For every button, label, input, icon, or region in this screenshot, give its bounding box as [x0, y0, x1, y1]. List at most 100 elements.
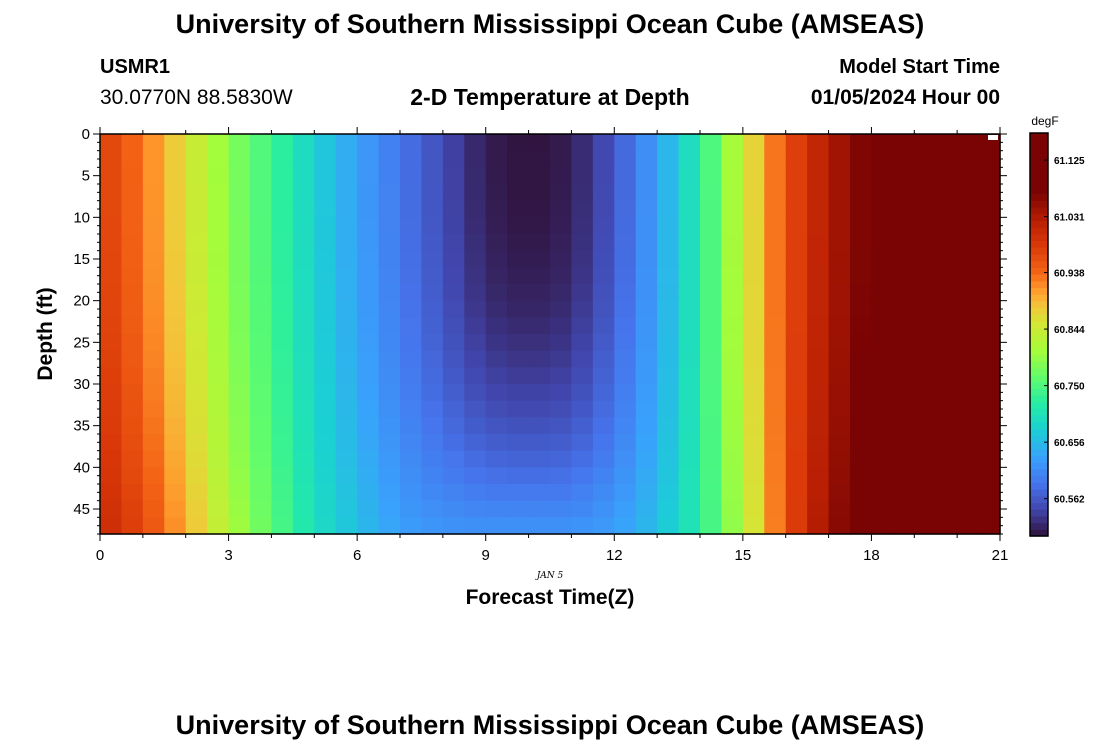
heatmap-cell	[528, 417, 551, 435]
heatmap-cell	[807, 467, 830, 485]
heatmap-cell	[164, 417, 187, 435]
heatmap-cell	[850, 150, 873, 168]
heatmap-cell	[828, 417, 851, 435]
heatmap-cell	[335, 434, 358, 452]
heatmap-cell	[914, 184, 937, 202]
heatmap-cell	[935, 284, 958, 302]
heatmap-cell	[400, 250, 423, 268]
heatmap-cell	[100, 200, 123, 218]
heatmap-cell	[250, 167, 273, 185]
heatmap-cell	[571, 334, 594, 352]
heatmap-cell	[121, 450, 144, 468]
heatmap-cell	[185, 467, 208, 485]
heatmap-cell	[100, 484, 123, 502]
heatmap-cell	[678, 517, 701, 535]
heatmap-cell	[185, 184, 208, 202]
colorbar-tick-label: 61.125	[1054, 156, 1085, 167]
heatmap-cell	[742, 367, 765, 385]
heatmap-cell	[550, 467, 573, 485]
heatmap-cell	[357, 450, 380, 468]
heatmap-cell	[978, 500, 1001, 518]
heatmap-cell	[207, 400, 230, 418]
heatmap-cell	[571, 450, 594, 468]
heatmap-cell	[914, 400, 937, 418]
heatmap-cell	[100, 350, 123, 368]
heatmap-cell	[914, 350, 937, 368]
heatmap-cell	[850, 267, 873, 285]
heatmap-cell	[528, 384, 551, 402]
heatmap-cell	[957, 500, 980, 518]
heatmap-cell	[164, 284, 187, 302]
heatmap-cell	[785, 250, 808, 268]
heatmap-cell	[764, 400, 787, 418]
heatmap-cell	[292, 184, 315, 202]
heatmap-cell	[850, 467, 873, 485]
heatmap-cell	[657, 150, 680, 168]
heatmap-cell	[850, 217, 873, 235]
heatmap-cell	[850, 300, 873, 318]
heatmap-cell	[164, 450, 187, 468]
heatmap-cell	[100, 367, 123, 385]
heatmap-cell	[400, 284, 423, 302]
colorbar-segment	[1030, 186, 1048, 195]
heatmap-cell	[314, 350, 337, 368]
heatmap-cell	[550, 267, 573, 285]
heatmap-cell	[421, 134, 444, 152]
heatmap-cell	[314, 484, 337, 502]
heatmap-cell	[485, 300, 508, 318]
heatmap-cell	[657, 267, 680, 285]
heatmap-cell	[807, 267, 830, 285]
y-tick-label: 15	[73, 251, 90, 268]
heatmap-cell	[635, 167, 658, 185]
heatmap-cell	[807, 184, 830, 202]
heatmap-cell	[121, 217, 144, 235]
heatmap-cell	[550, 184, 573, 202]
heatmap-cell	[957, 134, 980, 152]
heatmap-cell	[678, 434, 701, 452]
colorbar-segment	[1030, 448, 1048, 456]
heatmap-cell	[207, 150, 230, 168]
heatmap-cell	[764, 217, 787, 235]
heatmap-cell	[507, 300, 530, 318]
heatmap-cell	[421, 217, 444, 235]
heatmap-cell	[871, 484, 894, 502]
heatmap-cell	[828, 350, 851, 368]
heatmap-cell	[250, 250, 273, 268]
heatmap-cell	[785, 267, 808, 285]
heatmap-cell	[507, 350, 530, 368]
heatmap-cell	[657, 367, 680, 385]
heatmap-cell	[335, 500, 358, 518]
heatmap-cell	[592, 334, 615, 352]
heatmap-cell	[700, 234, 723, 252]
heatmap-cell	[314, 450, 337, 468]
heatmap-cell	[314, 400, 337, 418]
heatmap-cell	[314, 434, 337, 452]
heatmap-cell	[142, 234, 165, 252]
heatmap-cell	[914, 200, 937, 218]
heatmap-cell	[657, 517, 680, 535]
colorbar-segment	[1030, 341, 1048, 349]
heatmap-cell	[935, 367, 958, 385]
x-tick-label: 0	[96, 547, 104, 564]
heatmap-cell	[142, 450, 165, 468]
heatmap-cell	[828, 167, 851, 185]
heatmap-cell	[164, 334, 187, 352]
heatmap-cell	[571, 234, 594, 252]
heatmap-cell	[485, 217, 508, 235]
heatmap-cell	[528, 167, 551, 185]
heatmap-cell	[978, 217, 1001, 235]
heatmap-cell	[914, 234, 937, 252]
heatmap-cell	[250, 434, 273, 452]
heatmap-cell	[635, 484, 658, 502]
heatmap-cell	[528, 300, 551, 318]
heatmap-cell	[207, 417, 230, 435]
heatmap-cell	[142, 417, 165, 435]
heatmap-cell	[721, 467, 744, 485]
heatmap-cell	[314, 200, 337, 218]
heatmap-cell	[764, 484, 787, 502]
heatmap-cell	[378, 484, 401, 502]
heatmap-cell	[271, 517, 294, 535]
heatmap-cell	[742, 200, 765, 218]
heatmap-cell	[550, 134, 573, 152]
heatmap-cell	[935, 150, 958, 168]
